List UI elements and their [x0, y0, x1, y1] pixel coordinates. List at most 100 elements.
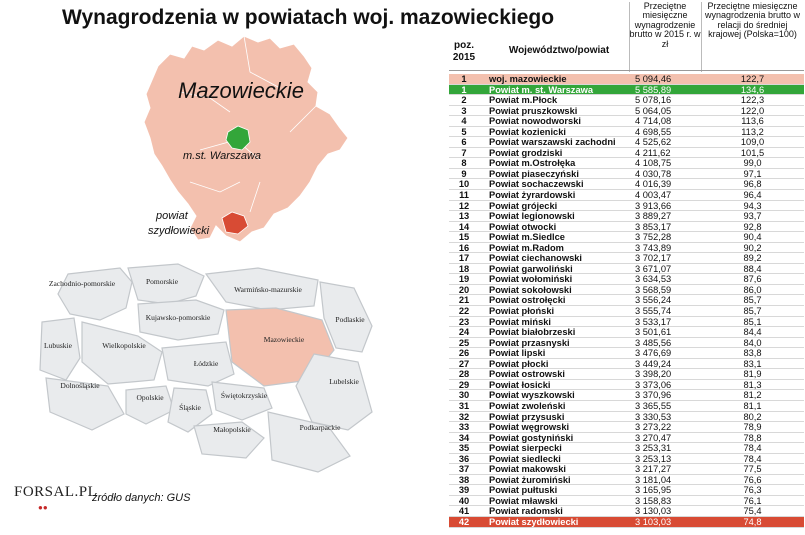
row-name: Powiat węgrowski: [489, 422, 570, 433]
table-row: 4 Powiat nowodworski 4 714,08 113,6: [449, 116, 804, 127]
row-relative: 77,5: [743, 464, 762, 475]
row-salary: 5 064,05: [635, 105, 672, 116]
row-salary: 3 913,66: [635, 200, 672, 211]
row-salary: 4 016,39: [635, 179, 672, 190]
row-name: Powiat radomski: [489, 506, 563, 517]
row-salary: 3 533,17: [635, 316, 672, 327]
row-salary: 3 373,06: [635, 379, 672, 390]
table-row: 30 Powiat wyszkowski 3 370,96 81,2: [449, 390, 804, 401]
row-name: Powiat piaseczyński: [489, 168, 579, 179]
row-position: 1: [461, 74, 467, 84]
row-position: 12: [458, 200, 470, 211]
row-relative: 113,2: [741, 126, 764, 137]
row-name: Powiat wołomiński: [489, 274, 573, 285]
row-position: 3: [461, 105, 467, 116]
lubuskie-shape: [39, 317, 81, 381]
row-salary: 3 103,03: [635, 516, 672, 527]
header-name: Województwo/powiat: [508, 45, 610, 56]
row-position: 28: [458, 369, 470, 380]
row-position: 31: [458, 400, 470, 411]
row-position: 13: [458, 211, 470, 222]
row-position: 20: [458, 284, 470, 295]
row-name: Powiat miński: [489, 316, 551, 327]
table-row: 6 Powiat warszawski zachodni 4 525,62 109,0: [449, 137, 804, 148]
kujawsko-shape: [137, 299, 225, 341]
dolnoslaskie-shape: [45, 377, 125, 431]
row-name: Powiat siedlecki: [489, 453, 561, 464]
table-row: 15 Powiat m.Siedlce 3 752,28 90,4: [449, 232, 804, 243]
row-salary: 3 217,27: [635, 464, 672, 475]
table-row: 39 Powiat pułtuski 3 165,95 76,3: [449, 485, 804, 496]
row-salary: 3 671,07: [635, 263, 672, 274]
table-row: 38 Powiat żuromiński 3 181,04 76,6: [449, 475, 804, 486]
row-name: Powiat ciechanowski: [489, 253, 583, 264]
table-row: 7 Powiat grodziski 4 211,62 101,5: [449, 148, 804, 159]
table-row: 9 Powiat piaseczyński 4 030,78 97,1: [449, 169, 804, 180]
row-name: Powiat makowski: [489, 464, 566, 475]
row-name: Powiat zwoleński: [489, 400, 566, 411]
row-salary: 3 752,28: [635, 232, 672, 243]
row-name: Powiat lipski: [489, 348, 546, 359]
row-position: 8: [461, 158, 467, 169]
opolskie-shape: [125, 385, 175, 425]
row-salary: 5 585,89: [635, 84, 672, 95]
row-name: Powiat łosicki: [489, 379, 551, 390]
table-row: 26 Powiat lipski 3 476,69 83,8: [449, 348, 804, 359]
row-relative: 85,7: [743, 306, 762, 317]
row-position: 42: [458, 516, 470, 527]
row-position: 2: [461, 95, 467, 106]
row-salary: 4 003,47: [635, 190, 672, 201]
poland-map-label: Zachodnio-pomorskie: [49, 279, 116, 288]
row-salary: 3 743,89: [635, 242, 672, 253]
source-note: źródło danych: GUS: [92, 492, 191, 504]
row-position: 21: [458, 295, 470, 306]
row-salary: 3 165,95: [635, 485, 672, 496]
row-position: 5: [461, 126, 467, 137]
row-position: 26: [458, 348, 470, 359]
table-row: 11 Powiat żyrardowski 4 003,47 96,4: [449, 190, 804, 201]
row-salary: 3 398,20: [635, 369, 672, 380]
table-row: 31 Powiat zwoleński 3 365,55 81,1: [449, 401, 804, 412]
row-name: Powiat pułtuski: [489, 485, 558, 496]
row-position: 32: [458, 411, 470, 422]
row-name: Powiat kozienicki: [489, 126, 566, 137]
row-name: Powiat m.Płock: [489, 95, 558, 106]
row-relative: 122,7: [740, 74, 765, 84]
table-row: 21 Powiat ostrołęcki 3 556,24 85,7: [449, 295, 804, 307]
table-row: 13 Powiat legionowski 3 889,27 93,7: [449, 211, 804, 222]
row-relative: 78,4: [743, 443, 762, 454]
row-name: Powiat m. st. Warszawa: [489, 84, 594, 95]
table-row: 5 Powiat kozienicki 4 698,55 113,2: [449, 127, 804, 138]
table-row: 12 Powiat grójecki 3 913,66 94,3: [449, 201, 804, 212]
row-name: Powiat otwocki: [489, 221, 557, 232]
poland-map-label: Lubelskie: [329, 377, 359, 386]
row-position: 23: [458, 316, 470, 327]
table-body: 1 woj. mazowieckie 5 094,46 122,7 1 Powiat m.…: [449, 74, 804, 528]
row-relative: 101,5: [740, 147, 765, 158]
poland-map-label: Opolskie: [136, 393, 164, 402]
table-header: poz. 2015 Województwo/powiat Przeciętne …: [449, 1, 804, 72]
row-relative: 76,1: [743, 495, 762, 506]
table-row: 40 Powiat mławski 3 158,83 76,1: [449, 496, 804, 507]
table-row: 10 Powiat sochaczewski 4 016,39 96,8: [449, 179, 804, 191]
row-relative: 85,1: [743, 316, 762, 327]
row-salary: 5 094,46: [635, 74, 672, 84]
szyd-label-2: szydłowiecki: [148, 225, 210, 237]
row-relative: 75,4: [743, 506, 762, 517]
table-row: 18 Powiat garwoliński 3 671,07 88,4: [449, 264, 804, 275]
row-relative: 78,4: [743, 453, 762, 464]
row-name: Powiat grodziski: [489, 147, 563, 158]
poland-map-label: Podkarpackie: [300, 423, 341, 432]
row-position: 1: [461, 84, 467, 95]
table-row: 8 Powiat m.Ostrołęka 4 108,75 99,0: [449, 158, 804, 169]
row-salary: 4 108,75: [635, 158, 672, 169]
row-salary: 3 634,53: [635, 274, 672, 285]
warszawa-shape: [225, 125, 251, 151]
salary-table: poz. 2015 Województwo/powiat Przeciętne …: [449, 1, 804, 528]
poland-map-label: Dolnośląskie: [60, 381, 100, 390]
row-position: 38: [458, 474, 470, 485]
row-position: 15: [458, 232, 470, 243]
row-relative: 93,7: [743, 211, 762, 222]
row-position: 33: [458, 422, 470, 433]
row-name: Powiat przysuski: [489, 411, 565, 422]
